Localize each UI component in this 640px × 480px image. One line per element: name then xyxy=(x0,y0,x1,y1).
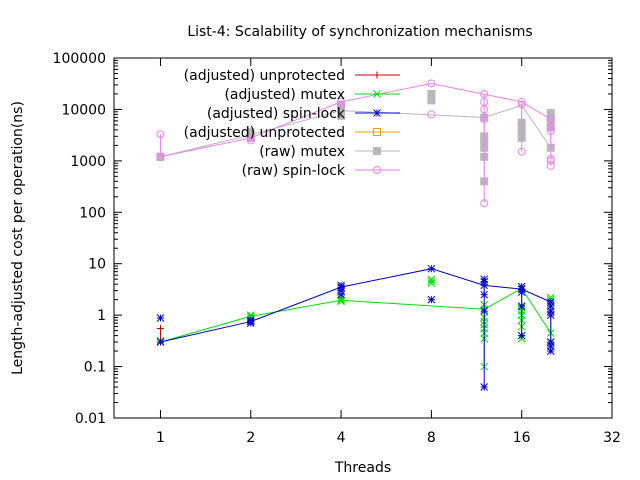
data-point xyxy=(427,89,436,98)
legend-label: (adjusted) unprotected xyxy=(184,68,345,84)
data-point xyxy=(156,314,165,322)
data-point xyxy=(246,136,255,145)
y-tick-label: 100 xyxy=(79,205,106,221)
legend-marker xyxy=(373,166,381,174)
x-tick-label: 8 xyxy=(427,430,436,446)
legend-marker xyxy=(373,71,381,79)
data-point xyxy=(480,199,489,208)
legend-label: (raw) spin-lock xyxy=(242,163,346,179)
chart-title: List-4: Scalability of synchronization m… xyxy=(187,24,532,40)
data-point xyxy=(337,297,345,306)
x-axis-label: Threads xyxy=(334,460,391,476)
legend: (adjusted) unprotected (adjusted) mutex (a… xyxy=(184,68,400,179)
data-point xyxy=(156,152,165,161)
legend-marker xyxy=(373,90,381,98)
data-point xyxy=(546,115,555,124)
legend-marker xyxy=(373,128,381,136)
data-point xyxy=(517,147,526,156)
series-line xyxy=(160,104,552,158)
y-tick-label: 0.01 xyxy=(75,411,106,427)
series-2 xyxy=(156,264,555,391)
series-1 xyxy=(156,275,555,371)
data-point xyxy=(517,302,526,310)
data-point xyxy=(246,133,255,142)
data-point xyxy=(546,156,555,165)
y-tick-label: 0.1 xyxy=(84,360,106,376)
data-point xyxy=(546,127,555,136)
data-point xyxy=(337,281,345,290)
legend-marker xyxy=(373,109,381,117)
data-point xyxy=(517,100,526,109)
data-point xyxy=(480,290,489,299)
x-tick-label: 32 xyxy=(603,430,621,446)
data-point xyxy=(246,128,255,137)
legend-marker xyxy=(373,147,381,155)
x-tick-label: 1 xyxy=(156,430,165,446)
data-point xyxy=(546,109,555,118)
legend-label: (adjusted) spin-lock xyxy=(207,106,346,122)
data-point xyxy=(480,115,489,124)
data-point xyxy=(337,294,345,303)
x-tick-label: 16 xyxy=(513,430,531,446)
data-point xyxy=(480,89,489,98)
y-axis-label: Length-adjusted cost per operation(ns) xyxy=(10,101,26,375)
data-point xyxy=(546,298,555,306)
series-line xyxy=(160,82,552,158)
data-point xyxy=(337,97,346,106)
data-point xyxy=(546,338,555,346)
data-point xyxy=(546,123,555,132)
plot-area: 0.01 0.1 1 10 100 1000 10000 100000 1 2 4 8 16 32 xyxy=(53,51,621,446)
y-tick-label: 100000 xyxy=(53,51,106,67)
data-point xyxy=(517,331,526,340)
data-point xyxy=(156,338,165,346)
data-point xyxy=(517,97,526,106)
data-point xyxy=(480,97,489,106)
data-point xyxy=(427,275,436,284)
data-point xyxy=(427,110,436,119)
data-point xyxy=(517,282,526,291)
legend-label: (adjusted) mutex xyxy=(224,87,345,103)
data-point xyxy=(480,105,489,114)
legend-label: (adjusted) unprotected xyxy=(184,125,345,141)
data-point xyxy=(427,279,436,287)
x-tick-label: 4 xyxy=(337,430,346,446)
data-point xyxy=(480,307,489,315)
data-point xyxy=(427,277,436,285)
y-tick-label: 1 xyxy=(97,308,106,324)
data-point xyxy=(427,264,436,273)
data-point xyxy=(156,324,164,332)
series-line xyxy=(160,287,552,343)
data-point xyxy=(337,296,345,305)
x-tick-label: 2 xyxy=(246,430,255,446)
data-point xyxy=(427,79,436,88)
plot-frame xyxy=(113,57,613,419)
data-point xyxy=(427,295,436,304)
y-tick-label: 10 xyxy=(88,257,106,273)
series-5 xyxy=(156,79,555,208)
y-tick-label: 1000 xyxy=(70,154,106,170)
data-point xyxy=(337,101,346,110)
data-point xyxy=(246,316,255,324)
legend-label: (raw) mutex xyxy=(259,144,345,160)
data-point xyxy=(156,130,165,139)
data-point xyxy=(480,383,489,391)
data-point xyxy=(480,275,489,284)
data-point xyxy=(546,154,555,163)
y-tick-label: 10000 xyxy=(61,102,106,118)
